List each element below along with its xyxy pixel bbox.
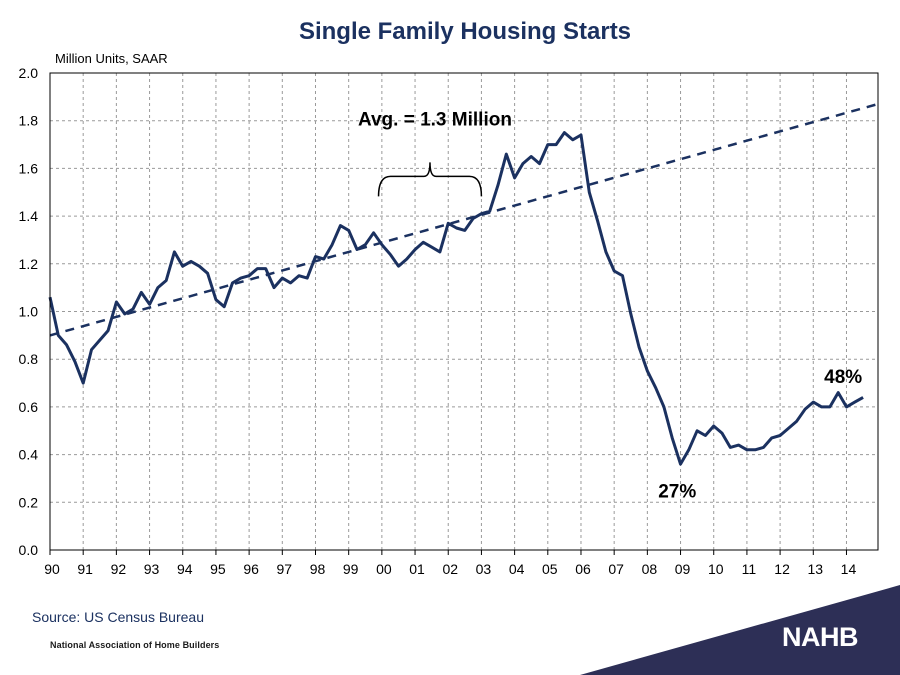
series-lines	[48, 102, 879, 466]
nahb-logo: NAHB	[782, 622, 859, 652]
annotation-label: 48%	[824, 367, 862, 388]
annotations: Avg. = 1.3 Million 27% 48%	[358, 109, 862, 502]
y-tick-label: 0.0	[19, 542, 39, 558]
x-tick-label: 01	[409, 561, 425, 577]
y-tick-label: 1.8	[19, 113, 39, 129]
x-tick-label: 95	[210, 561, 226, 577]
x-tick-label: 10	[708, 561, 724, 577]
x-tick-label: 00	[376, 561, 392, 577]
y-tick-label: 0.6	[19, 399, 39, 415]
plot-border	[49, 72, 879, 551]
x-tick-label: 13	[807, 561, 823, 577]
x-tick-label: 91	[77, 561, 93, 577]
x-tick-label: 94	[177, 561, 193, 577]
y-tick-labels: 0.0 0.2 0.4 0.6 0.8 1.0 1.2 1.4 1.6 1.8 2.0	[19, 65, 39, 558]
x-tick-label: 14	[841, 561, 857, 577]
chart-title: Single Family Housing Starts	[298, 18, 632, 45]
footer-banner-shape	[580, 585, 900, 675]
y-tick-label: 1.4	[19, 208, 39, 224]
x-tick-label: 90	[44, 561, 60, 577]
plot-frame	[49, 72, 879, 551]
average-bracket	[377, 162, 483, 197]
annotation-label: Avg. = 1.3 Million	[358, 109, 512, 130]
x-tick-labels: 90 91 92 93 94 95 96 97 98 99 00 01 02 03 04 05 06 07 08 09…	[44, 561, 856, 577]
x-tick-label: 07	[608, 561, 624, 577]
x-tick-label: 11	[742, 561, 757, 577]
x-tick-label: 12	[774, 561, 790, 577]
x-tick-label: 96	[243, 561, 259, 577]
grid-lines	[49, 72, 878, 555]
x-tick-label: 97	[277, 561, 293, 577]
x-tick-label: 92	[111, 561, 127, 577]
y-tick-label: 0.2	[19, 494, 39, 510]
trend-line	[49, 102, 879, 337]
x-tick-label: 08	[642, 561, 658, 577]
y-axis-unit-label: Million Units, SAAR	[55, 51, 168, 66]
x-tick-label: 05	[542, 561, 558, 577]
x-tick-label: 99	[343, 561, 359, 577]
x-tick-label: 93	[144, 561, 160, 577]
organization-name: National Association of Home Builders	[50, 640, 220, 650]
x-tick-label: 04	[509, 561, 525, 577]
x-tick-label: 09	[675, 561, 691, 577]
annotation-label: 27%	[658, 482, 696, 503]
x-tick-label: 06	[575, 561, 591, 577]
y-tick-label: 0.8	[19, 351, 39, 367]
x-tick-label: 98	[310, 561, 326, 577]
x-tick-label: 03	[476, 561, 492, 577]
x-tick-label: 02	[442, 561, 458, 577]
y-tick-label: 1.2	[19, 256, 39, 272]
y-tick-label: 2.0	[19, 65, 39, 81]
y-tick-label: 0.4	[19, 447, 39, 463]
source-note: Source: US Census Bureau	[32, 609, 204, 625]
y-tick-label: 1.0	[19, 304, 39, 320]
y-tick-label: 1.6	[19, 160, 39, 176]
housing-starts-line	[48, 131, 864, 466]
